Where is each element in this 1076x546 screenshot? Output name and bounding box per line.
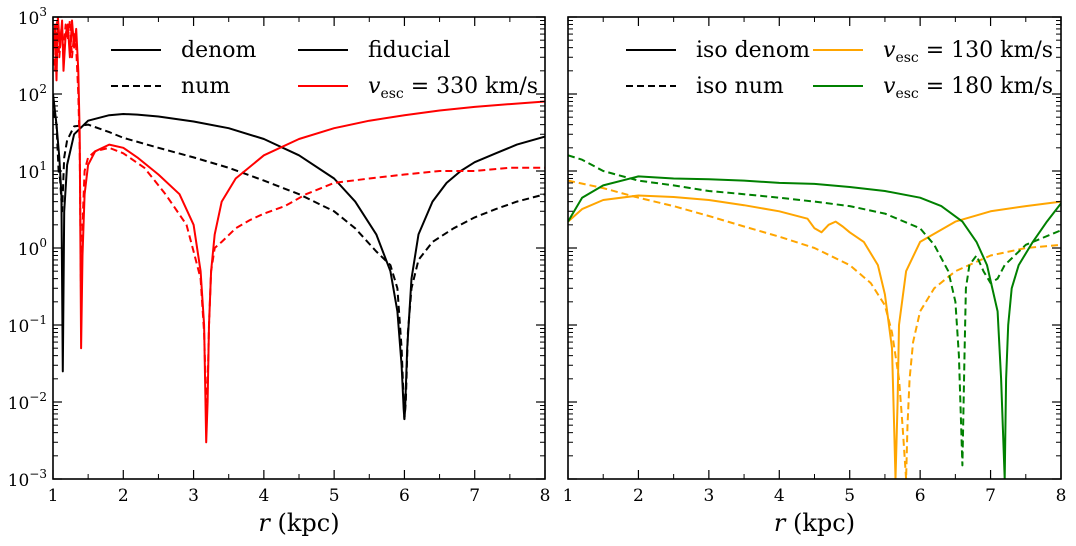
series-line-fiducial-denom <box>53 93 545 421</box>
x-tick-label: 2 <box>118 486 129 506</box>
panel-right: 1 2 3 4 5 6 7 8 r (kpc) iso denom iso num vesc = 13… <box>563 16 1067 537</box>
legend-label: vesc = 180 km/s <box>883 74 1053 102</box>
x-axis-title: r (kpc) <box>774 509 855 537</box>
x-tick-label: 5 <box>844 486 855 506</box>
series-group <box>568 154 1061 479</box>
x-tick-label: 4 <box>774 486 785 506</box>
legend-label: vesc = 330 km/s <box>368 74 538 102</box>
x-tick-label: 6 <box>915 486 926 506</box>
series-line-fiducial-num <box>53 110 545 421</box>
x-tick-label: 6 <box>399 486 410 506</box>
series-group <box>53 17 545 444</box>
x-tick-label: 7 <box>985 486 996 506</box>
legend-label: num <box>181 74 230 99</box>
x-tick-label: 3 <box>188 486 199 506</box>
series-line-vesc180-num <box>568 154 1061 467</box>
x-tick-label: 7 <box>469 486 480 506</box>
legend-label: denom <box>181 38 257 63</box>
series-line-vesc130-denom <box>568 194 1061 479</box>
x-tick-label: 8 <box>1056 486 1067 506</box>
legend-label: iso denom <box>696 38 810 63</box>
y-tick-label: 100 <box>18 236 47 260</box>
x-tick-label: 4 <box>258 486 269 506</box>
legend-label: iso num <box>696 74 784 99</box>
panel-left: 1 2 3 4 5 6 7 8 10−3 10−2 10−1 100 101 102 103 r (kpc) d… <box>8 5 551 537</box>
x-tick-label: 5 <box>329 486 340 506</box>
x-tick-label: 8 <box>540 486 551 506</box>
x-axis-title: r (kpc) <box>258 509 339 537</box>
y-tick-label: 10−3 <box>8 467 47 491</box>
legend: iso denom iso num vesc = 130 km/s vesc = 18… <box>626 38 1053 102</box>
legend-label: vesc = 130 km/s <box>883 38 1053 66</box>
y-tick-label: 103 <box>18 5 47 29</box>
y-tick-label: 10−1 <box>8 313 47 337</box>
y-tick-label: 10−2 <box>8 390 47 414</box>
legend: denom num fiducial vesc = 330 km/s <box>111 38 538 102</box>
series-line-vesc180-denom <box>568 175 1061 479</box>
legend-label: fiducial <box>368 38 450 63</box>
x-tick-label: 3 <box>703 486 714 506</box>
series-line-vesc130-num <box>568 179 1061 479</box>
x-tick-label: 2 <box>633 486 644 506</box>
series-line-vesc330-num <box>53 19 545 403</box>
y-tick-label: 102 <box>18 82 47 106</box>
x-tick-label: 1 <box>563 486 574 506</box>
y-tick-label: 101 <box>18 159 47 183</box>
x-tick-label: 1 <box>48 486 59 506</box>
